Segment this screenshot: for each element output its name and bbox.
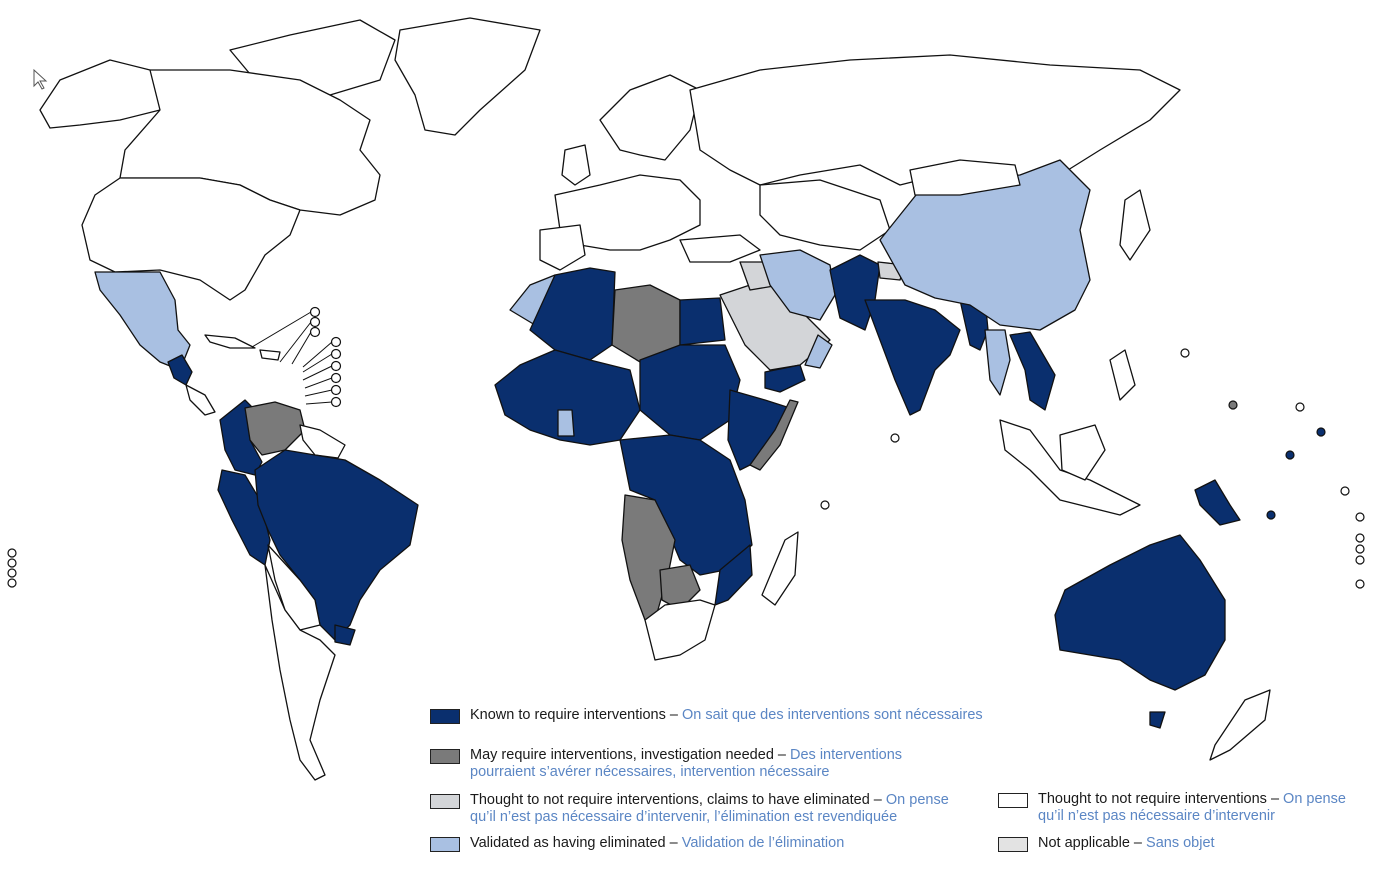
- oman: [804, 334, 833, 369]
- island-dot: [1340, 486, 1350, 496]
- island-dot: [1355, 555, 1365, 565]
- legend-swatch-none: [998, 793, 1028, 808]
- japan: [1119, 189, 1151, 261]
- legend-validated-en: Validated as having eliminated: [470, 835, 666, 851]
- legend-na: Not applicable – Sans objet: [998, 835, 1348, 852]
- island-dot: [309, 306, 321, 318]
- guianas: [299, 424, 346, 459]
- hispaniola: [259, 349, 281, 361]
- island-dot: [1355, 512, 1365, 522]
- bolivia-paraguay: [267, 544, 321, 631]
- papua-new-guinea: [1194, 479, 1241, 526]
- island-dot: [890, 433, 900, 443]
- island-leaders: [251, 311, 333, 405]
- legend-none-fr: On pense qu’il n’est pas nécessaire d’in…: [1038, 791, 1346, 824]
- island-dot: [330, 384, 342, 396]
- algeria-sahel: [529, 267, 616, 361]
- cuba: [204, 334, 256, 349]
- legend-may: May require interventions, investigation…: [430, 747, 910, 781]
- uruguay: [334, 624, 356, 646]
- island-dot: [1355, 579, 1365, 589]
- legend-swatch-may: [430, 749, 460, 764]
- uk: [561, 144, 591, 186]
- island-dot: [1355, 544, 1365, 554]
- legend-none: Thought to not require interventions – O…: [998, 791, 1348, 825]
- mongolia: [909, 159, 1021, 196]
- greenland: [394, 17, 541, 136]
- india: [864, 299, 961, 416]
- mexico: [94, 271, 191, 371]
- turkey: [679, 234, 761, 263]
- madagascar: [761, 531, 799, 606]
- legend-claims-en: Thought to not require interventions, cl…: [470, 792, 870, 808]
- legend-na-en: Not applicable: [1038, 835, 1130, 851]
- somalia: [749, 399, 799, 471]
- island-dot: [7, 568, 17, 578]
- island-dot: [1355, 533, 1365, 543]
- ghana: [557, 409, 575, 437]
- philippines: [1109, 349, 1136, 401]
- vietnam-laos-cambodia: [1009, 331, 1056, 411]
- canada: [119, 69, 381, 216]
- scandinavia: [599, 74, 701, 161]
- legend-swatch-claims: [430, 794, 460, 809]
- legend-validated-fr: Validation de l’élimination: [681, 835, 845, 851]
- tasmania: [1149, 711, 1166, 729]
- island-dot: [309, 316, 321, 328]
- legend-known-en: Known to require interventions: [470, 707, 666, 723]
- legend-known-fr: On sait que des interventions sont néces…: [682, 707, 983, 723]
- island-dot: [1228, 400, 1238, 410]
- central-asia: [759, 179, 891, 251]
- borneo: [1059, 424, 1106, 481]
- legend-known: Known to require interventions – On sait…: [430, 707, 990, 724]
- brazil: [254, 449, 419, 641]
- island-dot: [330, 372, 342, 384]
- botswana: [659, 564, 701, 611]
- island-dot: [1180, 348, 1190, 358]
- legend-swatch-na: [998, 837, 1028, 852]
- island-dot: [330, 396, 342, 408]
- island-dot: [309, 326, 321, 338]
- west-africa: [494, 349, 641, 446]
- island-dot: [1285, 450, 1295, 460]
- legend-claims: Thought to not require interventions, cl…: [430, 792, 950, 826]
- island-dot: [820, 500, 830, 510]
- yemen: [764, 364, 806, 393]
- usa: [81, 177, 301, 301]
- legend-claims-fr: On pense qu’il n’est pas nécessaire d’in…: [470, 792, 949, 825]
- island-dot: [7, 548, 17, 558]
- central-america-south: [185, 384, 216, 416]
- legend-may-en: May require interventions, investigation…: [470, 747, 774, 763]
- legend-validated: Validated as having eliminated – Validat…: [430, 835, 950, 852]
- cursor-icon: [33, 68, 48, 90]
- island-dot: [7, 558, 17, 568]
- south-africa: [644, 599, 716, 661]
- island-dot: [1295, 402, 1305, 412]
- legend-na-fr: Sans objet: [1146, 835, 1215, 851]
- mozambique: [714, 544, 753, 606]
- island-dot: [7, 578, 17, 588]
- thailand: [984, 329, 1011, 396]
- legend-none-en: Thought to not require interventions: [1038, 791, 1267, 807]
- legend-swatch-known: [430, 709, 460, 724]
- venezuela: [244, 401, 306, 456]
- central-america: [167, 354, 193, 386]
- island-dot: [330, 336, 342, 348]
- legend-swatch-validated: [430, 837, 460, 852]
- legend-may-fr: Des interventions pourraient s’avérer né…: [470, 747, 903, 780]
- argentina-chile: [264, 564, 336, 781]
- malaysia-indonesia: [999, 419, 1141, 516]
- iran: [759, 249, 836, 321]
- island-dot: [330, 348, 342, 360]
- sudan-chad: [639, 344, 741, 441]
- egypt: [679, 297, 726, 346]
- new-zealand: [1209, 689, 1271, 761]
- iberia: [539, 224, 586, 271]
- island-dot: [330, 360, 342, 372]
- australia: [1054, 534, 1226, 691]
- island-dot: [1266, 510, 1276, 520]
- island-dot: [1316, 427, 1326, 437]
